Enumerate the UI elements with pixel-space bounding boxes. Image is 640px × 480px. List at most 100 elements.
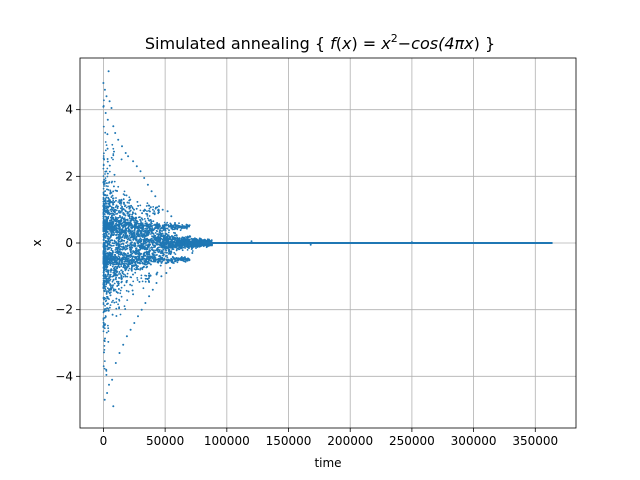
data-point: [168, 229, 170, 231]
title-prefix: Simulated annealing {: [145, 34, 330, 53]
data-point: [164, 238, 167, 241]
data-point: [142, 262, 144, 265]
data-point: [121, 246, 124, 248]
data-point: [112, 154, 115, 157]
data-point: [102, 302, 105, 304]
data-point: [160, 233, 163, 235]
data-point: [162, 237, 165, 240]
data-point: [120, 263, 122, 266]
data-point: [137, 205, 140, 207]
data-point: [137, 250, 139, 253]
data-point: [125, 206, 128, 209]
data-point: [125, 281, 128, 284]
data-point: [106, 235, 109, 237]
data-point: [119, 235, 122, 238]
data-point: [110, 156, 113, 159]
data-point: [113, 150, 115, 153]
data-point: [113, 226, 115, 229]
data-point: [128, 202, 131, 204]
data-point: [146, 202, 149, 205]
data-point: [114, 211, 116, 214]
data-point: [139, 268, 142, 271]
data-point: [205, 246, 208, 249]
data-point: [175, 249, 178, 252]
data-point: [116, 236, 118, 239]
data-point: [113, 180, 116, 183]
data-point: [152, 229, 155, 231]
data-point: [119, 240, 122, 243]
data-point: [156, 233, 159, 236]
data-point: [139, 253, 142, 256]
data-point: [111, 143, 114, 146]
data-point: [139, 259, 142, 262]
data-point: [129, 206, 132, 209]
data-point: [102, 187, 105, 190]
data-point: [143, 233, 146, 236]
data-point: [111, 256, 113, 258]
data-point: [107, 273, 109, 276]
data-point: [153, 237, 156, 240]
data-point: [156, 254, 158, 256]
data-point: [158, 211, 160, 214]
data-point: [167, 234, 170, 237]
data-point: [112, 199, 115, 202]
data-point: [121, 205, 123, 208]
data-point: [110, 196, 113, 199]
data-point: [121, 235, 124, 238]
data-point: [104, 250, 107, 253]
data-point: [140, 234, 142, 237]
data-point: [180, 226, 183, 229]
data-point: [128, 263, 131, 265]
data-point: [109, 273, 112, 276]
data-point: [156, 271, 159, 274]
data-point: [123, 213, 126, 216]
title-suffix: ) }: [474, 34, 496, 53]
data-point: [113, 227, 116, 230]
data-point: [107, 196, 110, 199]
data-point: [180, 256, 183, 258]
data-point: [120, 265, 123, 268]
data-point: [188, 247, 190, 250]
data-point: [186, 235, 189, 238]
data-point: [118, 266, 121, 269]
data-point: [142, 226, 144, 229]
data-point: [102, 180, 105, 183]
data-point: [121, 248, 124, 251]
data-point: [152, 232, 155, 235]
data-point: [131, 259, 133, 262]
data-point: [106, 245, 109, 247]
data-point: [116, 205, 119, 208]
data-point: [135, 226, 138, 229]
title-close-eq: ) =: [351, 34, 381, 53]
data-point: [176, 247, 179, 250]
data-point: [151, 257, 154, 260]
data-point: [178, 248, 180, 251]
data-point: [148, 262, 151, 265]
data-point: [117, 211, 120, 213]
data-point: [124, 236, 126, 238]
data-point: [102, 271, 105, 274]
data-point: [102, 105, 105, 108]
data-point: [123, 201, 125, 204]
data-point: [127, 215, 130, 217]
data-point: [152, 249, 155, 252]
data-point: [114, 218, 117, 221]
data-point: [161, 250, 164, 253]
data-point: [107, 189, 110, 191]
data-point: [107, 185, 109, 188]
data-point: [103, 99, 105, 102]
data-point: [116, 248, 118, 251]
data-point: [141, 280, 144, 283]
data-point: [103, 327, 106, 330]
data-point: [126, 247, 129, 250]
data-point: [124, 275, 127, 278]
data-point: [161, 244, 163, 247]
data-point: [135, 219, 138, 222]
data-point: [103, 258, 106, 261]
data-point: [112, 190, 115, 193]
data-point: [150, 246, 153, 249]
data-point: [159, 264, 162, 267]
data-point: [109, 283, 112, 286]
data-point: [120, 274, 123, 277]
